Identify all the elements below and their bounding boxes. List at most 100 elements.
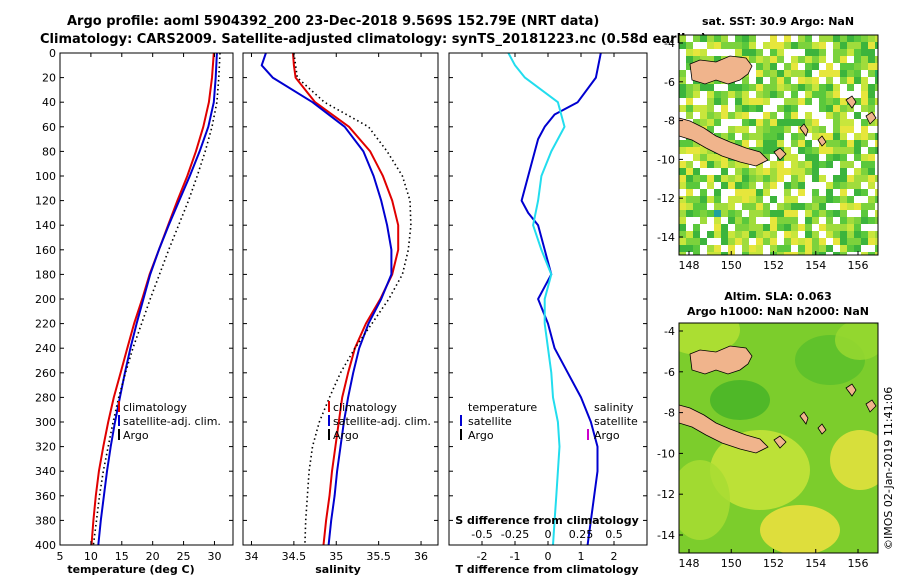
sst-cell (777, 161, 784, 168)
sst-cell (756, 252, 763, 255)
sst-cell (756, 105, 763, 112)
sst-cell (875, 56, 878, 63)
sst-cell (714, 161, 721, 168)
lon-tick-label: 156 (848, 557, 869, 570)
sst-cell (770, 238, 777, 245)
sst-cell (763, 98, 770, 105)
x-tick-label: 20 (146, 550, 160, 563)
sst-cell (791, 119, 798, 126)
sst-cell (742, 126, 749, 133)
salinity-legend: climatology satellite-adj. clim. Argo (328, 401, 431, 442)
sst-cell (819, 105, 826, 112)
sst-cell (700, 189, 707, 196)
sst-cell (791, 154, 798, 161)
sst-cell (742, 91, 749, 98)
sst-cell (805, 154, 812, 161)
sst-cell (749, 252, 756, 255)
sst-cell (756, 70, 763, 77)
sst-cell (784, 70, 791, 77)
sst-cell (861, 42, 868, 49)
sst-cell (707, 231, 714, 238)
sst-cell (784, 189, 791, 196)
sst-cell (805, 49, 812, 56)
sst-cell (812, 126, 819, 133)
sst-cell (693, 84, 700, 91)
sst-cell (812, 189, 819, 196)
sst-cell (693, 231, 700, 238)
sst-cell (686, 49, 693, 56)
x-tick-label: 0 (545, 550, 552, 563)
sst-cell (700, 105, 707, 112)
sst-cell (861, 84, 868, 91)
sst-cell (735, 189, 742, 196)
sst-cell (826, 133, 833, 140)
sst-cell (714, 210, 721, 217)
sst-cell (742, 175, 749, 182)
sst-cell (756, 175, 763, 182)
sst-cell (735, 217, 742, 224)
sst-cell (812, 119, 819, 126)
sst-cell (784, 63, 791, 70)
sst-cell (742, 161, 749, 168)
sst-cell (777, 175, 784, 182)
sst-cell (770, 126, 777, 133)
sst-cell (840, 119, 847, 126)
sst-cell (868, 217, 875, 224)
sst-cell (770, 245, 777, 252)
sst-cell (679, 231, 686, 238)
sst-cell (868, 105, 875, 112)
sst-cell (693, 119, 700, 126)
sst-cell (854, 112, 861, 119)
sst-cell (791, 161, 798, 168)
sst-cell (826, 210, 833, 217)
sst-cell (756, 98, 763, 105)
sst-cell (805, 42, 812, 49)
x-tick-label: 34 (244, 550, 258, 563)
sst-cell (721, 168, 728, 175)
sst-cell (791, 175, 798, 182)
legend-climatology: climatology (333, 401, 397, 414)
sst-cell (756, 91, 763, 98)
sst-cell (847, 49, 854, 56)
sst-cell (826, 112, 833, 119)
sst-cell (770, 56, 777, 63)
sst-cell (875, 196, 878, 203)
sst-cell (742, 119, 749, 126)
sst-cell (840, 231, 847, 238)
sst-cell (742, 182, 749, 189)
sst-cell (833, 98, 840, 105)
sst-cell (840, 154, 847, 161)
sst-cell (700, 161, 707, 168)
sst-cell (840, 42, 847, 49)
sst-cell (763, 210, 770, 217)
x-tick-label: 35 (329, 550, 343, 563)
sst-cell (763, 147, 770, 154)
sst-cell (693, 105, 700, 112)
sst-cell (847, 42, 854, 49)
sst-cell (693, 238, 700, 245)
sst-cell (784, 126, 791, 133)
sst-cell (693, 168, 700, 175)
temperature-series (90, 53, 221, 545)
sst-cell (833, 133, 840, 140)
sst-cell (868, 168, 875, 175)
legend-salinity-title: salinity (594, 401, 634, 414)
sst-cell (833, 252, 840, 255)
sst-cell (819, 203, 826, 210)
sst-cell (770, 210, 777, 217)
sst-cell (707, 161, 714, 168)
sst-cell (742, 105, 749, 112)
sst-cell (770, 175, 777, 182)
sst-cell (812, 217, 819, 224)
sst-cell (770, 217, 777, 224)
salinity-series (260, 53, 412, 545)
sst-cell (791, 203, 798, 210)
sst-cell (756, 49, 763, 56)
sst-cell (784, 112, 791, 119)
sst-cell (686, 63, 693, 70)
sst-cell (749, 245, 756, 252)
sst-cell (763, 189, 770, 196)
sst-cell (714, 56, 721, 63)
sst-cell (861, 63, 868, 70)
sst-cell (770, 196, 777, 203)
